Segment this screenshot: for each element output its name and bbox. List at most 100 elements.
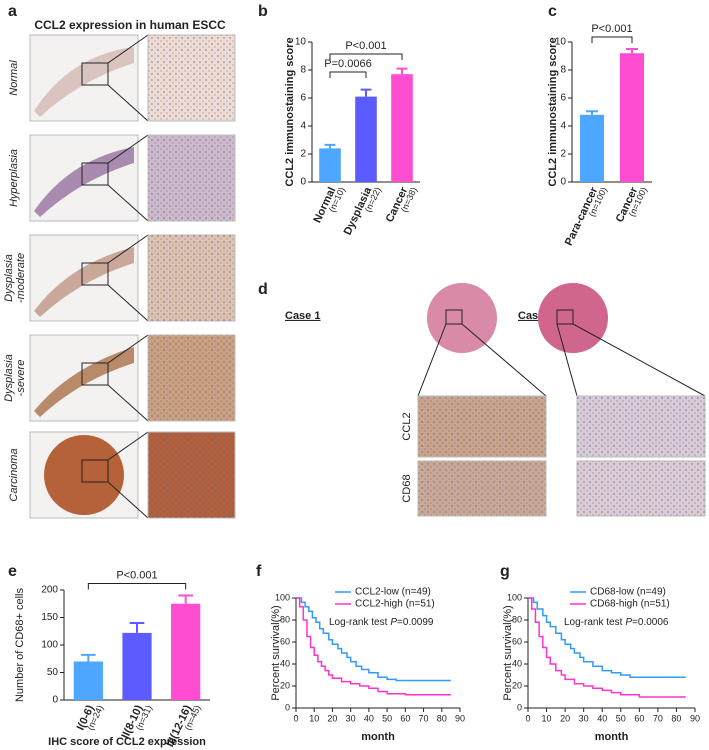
x-tick-label: 40 [364,713,374,723]
y-tick-label: 0 [517,702,522,712]
y-tick-label: 2 [300,149,306,160]
zoom-line [417,323,447,397]
y-tick-label: 80 [280,614,290,624]
significance-bracket [329,71,367,78]
y-tick-label: 0 [300,177,306,188]
error-bar [129,622,145,633]
x-tick-label: 0 [293,713,298,723]
panel-label: g [500,563,510,580]
x-tick-label: 50 [382,713,392,723]
y-axis-label: Percent survival(%) [502,605,514,700]
zoom-texture [148,35,235,121]
zoom-box [556,309,574,325]
x-tick-label: 20 [560,713,570,723]
tissue-strip [34,347,134,417]
y-tick-label: 10 [555,37,567,48]
zoom-box [81,362,109,386]
row-label: Dysplasia-severe [3,354,27,402]
x-axis-label: IHC score of CCL2 expression [48,736,206,748]
y-tick-label: 0 [560,177,566,188]
y-tick-label: 2 [560,149,566,160]
y-tick-label: 8 [560,65,566,76]
x-tick-label: 20 [327,713,337,723]
significance-bracket [591,36,633,43]
x-tick-label: 10 [309,713,319,723]
x-tick-label: 90 [455,713,465,723]
y-tick-label: 150 [41,612,58,623]
tissue-core [44,435,124,515]
y-tick-label: 40 [512,658,522,668]
x-tick-label: 60 [400,713,410,723]
survival-curve [528,597,686,678]
panel-label: b [258,3,268,20]
y-axis-label: Percent survival(%) [270,605,282,700]
legend-label: CD68-high (n=51) [590,599,670,610]
row-label: Carcinoma [8,448,20,501]
x-tick-label: 50 [616,713,626,723]
zoom-line [556,323,578,397]
panel-label: e [8,563,17,580]
y-tick-label: 20 [280,680,290,690]
bar [319,148,341,182]
row-label-line: Carcinoma [8,448,20,501]
y-tick-label: 0 [285,702,290,712]
row-label-line: Normal [8,60,20,96]
x-tick-label: 60 [634,713,644,723]
ihc-texture [418,461,546,516]
row-label-line: -moderate [15,253,27,303]
y-tick-label: 0 [52,695,58,706]
zoom-line [107,234,149,264]
zoom-line [107,184,149,222]
x-tick-label: 80 [437,713,447,723]
error-bar [626,48,638,54]
y-tick-label: 100 [275,592,290,602]
error-bar [586,110,598,115]
y-tick-label: 100 [41,640,58,651]
row-label: CCL2 [401,412,413,440]
significance-bracket [87,583,187,590]
y-tick-label: 8 [300,65,306,76]
y-tick-label: 80 [512,614,522,624]
legend-label: CCL2-low (n=49) [355,587,431,598]
significance-bracket [329,53,403,60]
y-tick-label: 100 [507,592,522,602]
y-tick-label: 10 [295,37,307,48]
bar [73,661,103,700]
zoom-line [107,284,149,322]
x-tick-label: 70 [653,713,663,723]
x-tick-label: 40 [597,713,607,723]
y-tick-label: 40 [280,658,290,668]
zoom-box [445,309,463,325]
survival-curve [528,597,686,698]
zoom-box [81,62,109,86]
zoom-line [107,334,149,364]
zoom-line [107,481,149,519]
annotation-part: P [390,617,397,628]
zoom-line [107,431,149,461]
zoom-box [81,262,109,286]
y-axis-label: CCL2 immunostaining score [547,37,559,186]
y-tick-label: 6 [300,93,306,104]
ihc-texture [418,396,546,457]
zoom-box [81,162,109,186]
x-tick-label: 30 [346,713,356,723]
tissue-strip [34,147,134,217]
error-bar [324,143,336,149]
zoom-texture [148,335,235,421]
zoom-line [572,323,706,397]
zoom-line [107,34,149,64]
y-tick-label: 200 [41,585,58,596]
annotation-part: Log-rank test [564,617,623,628]
error-bar [396,67,408,75]
x-tick-label: 90 [690,713,700,723]
zoom-texture [148,235,235,321]
y-tick-label: 60 [512,636,522,646]
significance-label: P=0.0066 [324,58,371,70]
y-tick-label: 4 [560,121,566,132]
survival-curve [296,597,451,696]
y-axis-label: CCL2 immunostaining score [284,37,296,186]
row-label: Dysplasia-moderate [3,253,27,303]
ihc-texture [577,461,705,516]
x-tick-label: 0 [525,713,530,723]
